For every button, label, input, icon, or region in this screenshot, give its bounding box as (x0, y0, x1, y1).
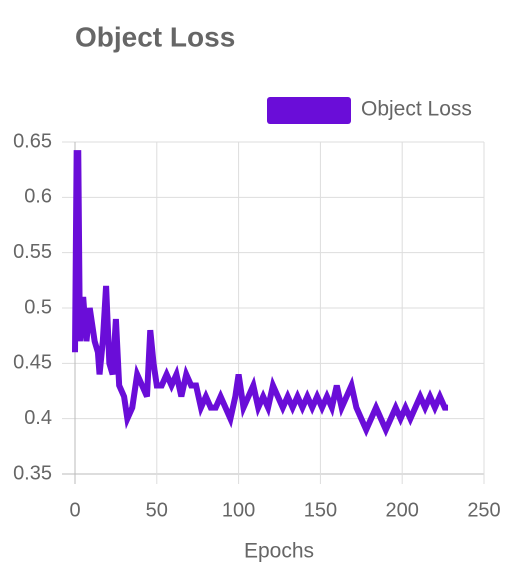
y-tick-label: 0.4 (24, 407, 52, 429)
x-axis-label: Epochs (244, 540, 314, 563)
y-tick-label: 0.5 (24, 296, 52, 318)
x-tick-label: 200 (386, 499, 419, 521)
x-tick-label: 150 (304, 499, 337, 521)
y-tick-label: 0.35 (13, 462, 52, 484)
x-tick-label: 0 (69, 499, 80, 521)
legend-swatch (267, 97, 351, 124)
legend-label: Object Loss (361, 98, 472, 121)
chart-title: Object Loss (75, 21, 235, 52)
x-tick-label: 250 (467, 499, 500, 521)
y-tick-label: 0.55 (13, 241, 52, 263)
x-tick-label: 50 (146, 499, 168, 521)
x-tick-label: 100 (222, 499, 255, 521)
y-tick-label: 0.65 (13, 130, 52, 152)
y-tick-label: 0.6 (24, 186, 52, 208)
line (72, 150, 449, 438)
y-tick-label: 0.45 (13, 352, 52, 374)
